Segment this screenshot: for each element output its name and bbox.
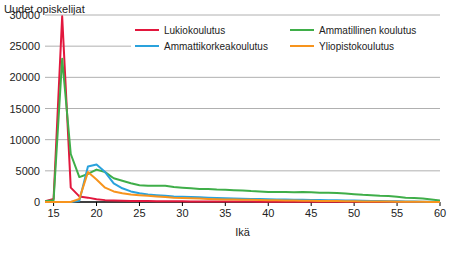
x-label: Ikä xyxy=(235,226,251,238)
grid-line xyxy=(45,108,440,109)
x-tick-label: 30 xyxy=(176,207,188,219)
y-tick-label: 10000 xyxy=(9,134,40,146)
x-tick-label: 40 xyxy=(262,207,274,219)
x-tick-label: 25 xyxy=(133,207,145,219)
legend-label: Lukiokoulutus xyxy=(164,25,225,36)
x-tick-label: 55 xyxy=(391,207,403,219)
legend-swatch xyxy=(135,45,159,47)
series-line xyxy=(45,172,440,202)
x-tick xyxy=(139,202,140,206)
legend-swatch xyxy=(135,29,159,31)
legend: Lukiokoulutus Ammatillinen koulutus Ammatt… xyxy=(131,24,441,58)
series-line xyxy=(45,16,440,202)
y-tick-label: 0 xyxy=(34,196,40,208)
legend-label: Ammattikorkeakoulutus xyxy=(164,41,268,52)
chart: Uudet opiskelijat05000100001500020000250… xyxy=(0,0,454,253)
legend-bg xyxy=(131,24,441,58)
y-tick-label: 30000 xyxy=(9,9,40,21)
grid-line xyxy=(45,77,440,78)
x-tick-label: 60 xyxy=(434,207,446,219)
x-tick xyxy=(96,202,97,206)
x-tick-label: 20 xyxy=(90,207,102,219)
x-tick-label: 45 xyxy=(305,207,317,219)
x-tick xyxy=(182,202,183,206)
y-tick-label: 15000 xyxy=(9,103,40,115)
x-tick-label: 15 xyxy=(47,207,59,219)
legend-swatch xyxy=(290,29,314,31)
grid-line xyxy=(45,139,440,140)
x-tick-label: 50 xyxy=(348,207,360,219)
legend-swatch xyxy=(290,45,314,47)
x-tick xyxy=(225,202,226,206)
x-tick-label: 35 xyxy=(219,207,231,219)
y-tick-label: 5000 xyxy=(16,165,40,177)
legend-label: Yliopistokoulutus xyxy=(319,41,394,52)
legend-label: Ammatillinen koulutus xyxy=(319,25,416,36)
series-line xyxy=(45,59,440,202)
grid-line xyxy=(45,15,440,16)
y-tick-label: 20000 xyxy=(9,71,40,83)
series-line xyxy=(45,165,440,202)
y-tick-label: 25000 xyxy=(9,40,40,52)
plot-area xyxy=(45,16,440,202)
